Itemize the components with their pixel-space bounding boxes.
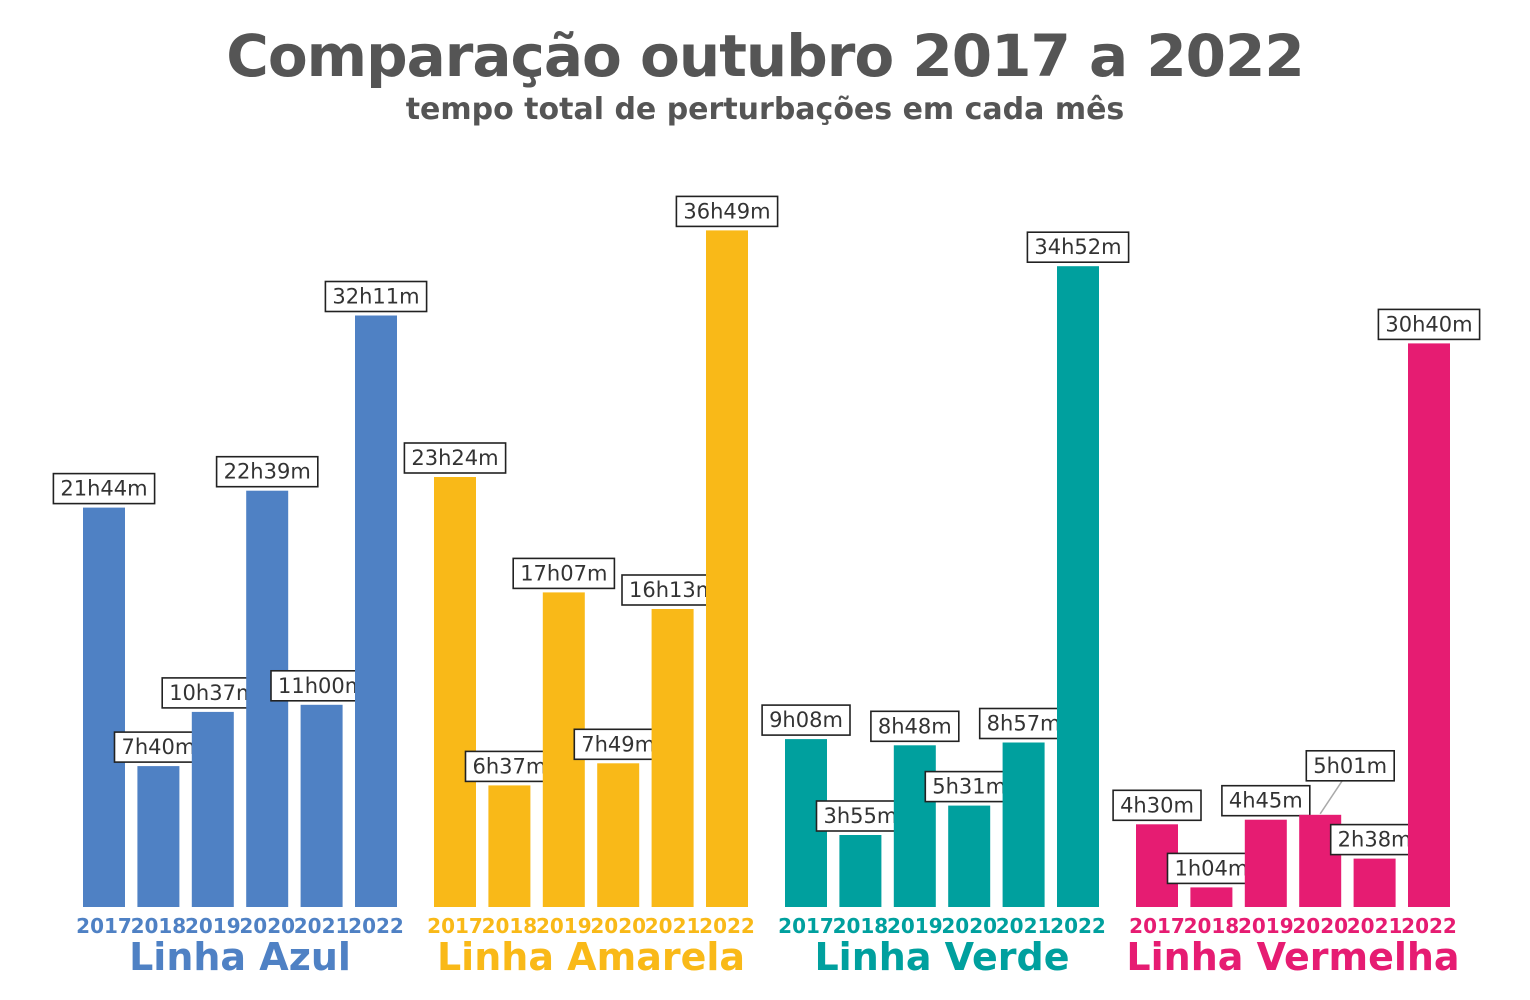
x-tick-label: 2018 <box>131 914 187 938</box>
bar-linha-amarela-2021 <box>651 609 694 907</box>
data-label: 7h49m <box>581 732 655 756</box>
data-label: 9h08m <box>769 708 843 732</box>
data-label: 6h37m <box>472 754 546 778</box>
data-label: 21h44m <box>60 477 147 501</box>
x-tick-label: 2017 <box>76 914 132 938</box>
data-label: 34h52m <box>1034 235 1121 259</box>
bar-linha-azul-2017 <box>83 507 125 907</box>
data-label-box <box>815 800 906 832</box>
data-label-box <box>675 195 779 228</box>
group-label: Linha Amarela <box>437 935 745 979</box>
x-tick-label: 2019 <box>887 914 943 938</box>
bar-linha-amarela-2018 <box>488 785 531 907</box>
data-label-box <box>1026 231 1130 263</box>
data-label-box <box>215 455 319 488</box>
x-tick-label: 2020 <box>941 914 997 938</box>
x-tick-label: 2018 <box>833 914 889 938</box>
data-label-box <box>573 728 663 761</box>
data-label-box <box>1329 823 1420 856</box>
bar-linha-vermelha-2018 <box>1190 887 1233 907</box>
x-tick-label: 2022 <box>348 914 404 938</box>
data-label: 23h24m <box>411 446 498 470</box>
data-label-box <box>978 707 1069 740</box>
bar-linha-verde-2020 <box>948 805 991 907</box>
data-label: 8h57m <box>987 712 1061 736</box>
data-label-box <box>1166 852 1257 885</box>
data-label: 1h04m <box>1174 856 1248 880</box>
data-label-box <box>512 557 616 590</box>
bar-linha-verde-2021 <box>1002 742 1045 907</box>
data-label: 17h07m <box>520 561 607 585</box>
chart-title: Comparação outubro 2017 a 2022 <box>226 22 1305 90</box>
data-label-box <box>403 442 507 474</box>
bar-linha-verde-2018 <box>839 835 882 907</box>
bar-linha-amarela-2020 <box>597 763 640 907</box>
data-label: 10h37m <box>169 681 256 705</box>
data-label: 4h45m <box>1229 789 1303 813</box>
x-tick-label: 2018 <box>1184 914 1240 938</box>
bar-linha-azul-2021 <box>300 704 343 907</box>
data-label: 8h48m <box>878 714 952 738</box>
x-tick-label: 2022 <box>1401 914 1457 938</box>
data-label: 32h11m <box>332 285 419 309</box>
x-tick-label: 2020 <box>239 914 295 938</box>
data-label: 22h39m <box>224 460 311 484</box>
data-label-box <box>1112 789 1202 822</box>
data-label: 2h38m <box>1338 828 1412 852</box>
data-label: 11h00m <box>278 674 365 698</box>
x-tick-label: 2017 <box>778 914 834 938</box>
data-label-box <box>761 704 851 736</box>
bar-linha-amarela-2017 <box>434 477 476 907</box>
series-linha-azul: 21h44m 2017 7h40m 2018 10h37m 2019 22h39m 2020 1… <box>52 280 428 979</box>
x-tick-label: 2019 <box>536 914 592 938</box>
x-tick-label: 2022 <box>1050 914 1106 938</box>
data-label: 5h01m <box>1313 754 1387 778</box>
x-tick-label: 2020 <box>590 914 646 938</box>
data-label: 3h55m <box>823 804 897 828</box>
data-label: 36h49m <box>683 199 770 223</box>
series-linha-vermelha: 4h30m 2017 1h04m 2018 4h45m 2019 5h01m 2020 2h38… <box>1112 308 1481 979</box>
x-tick-label: 2018 <box>482 914 538 938</box>
x-tick-label: 2021 <box>996 914 1052 938</box>
bar-linha-vermelha-2021 <box>1353 858 1396 907</box>
data-label-box <box>464 750 555 783</box>
data-label-box <box>1221 784 1311 817</box>
bar-linha-vermelha-2022 <box>1408 343 1450 907</box>
bar-linha-azul-2018 <box>137 766 180 907</box>
data-label-box <box>1305 749 1396 782</box>
group-label: Linha Verde <box>814 935 1069 979</box>
bar-linha-vermelha-2019 <box>1244 819 1287 907</box>
x-tick-label: 2019 <box>185 914 241 938</box>
data-label: 5h31m <box>932 775 1006 799</box>
x-tick-label: 2021 <box>1347 914 1403 938</box>
label-leader-line <box>1319 780 1343 815</box>
bar-linha-amarela-2022 <box>706 230 748 907</box>
x-tick-label: 2022 <box>699 914 755 938</box>
data-label-box <box>870 710 960 743</box>
bar-linha-azul-2022 <box>355 315 397 907</box>
bar-linha-azul-2019 <box>191 711 234 907</box>
data-label-box <box>1377 308 1481 341</box>
group-label: Linha Azul <box>129 935 351 979</box>
x-tick-label: 2020 <box>1292 914 1348 938</box>
bar-linha-verde-2022 <box>1057 266 1099 907</box>
data-label-box <box>324 280 428 313</box>
data-label: 7h40m <box>121 735 195 759</box>
series-linha-verde: 9h08m 2017 3h55m 2018 8h48m 2019 5h31m 2020 8h57… <box>761 231 1130 979</box>
chart-subtitle: tempo total de perturbações em cada mês <box>405 92 1125 127</box>
bar-linha-verde-2019 <box>893 745 936 907</box>
data-label-box <box>52 472 156 505</box>
data-label: 4h30m <box>1120 793 1194 817</box>
x-tick-label: 2019 <box>1238 914 1294 938</box>
x-tick-label: 2017 <box>427 914 483 938</box>
x-tick-label: 2017 <box>1129 914 1185 938</box>
x-tick-label: 2021 <box>645 914 701 938</box>
data-label: 16h13m <box>629 578 716 602</box>
data-label: 30h40m <box>1385 312 1472 336</box>
series-linha-amarela: 23h24m 2017 6h37m 2018 17h07m 2019 7h49m 2020 16… <box>403 195 779 979</box>
x-tick-label: 2021 <box>294 914 350 938</box>
group-label: Linha Vermelha <box>1126 935 1459 979</box>
